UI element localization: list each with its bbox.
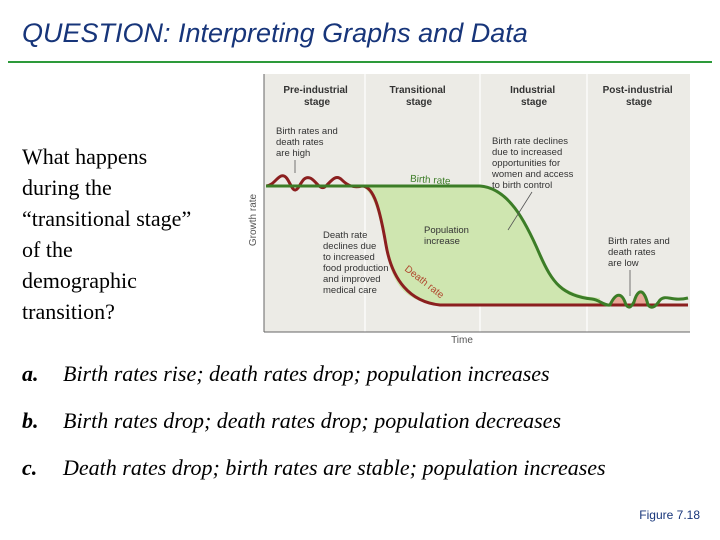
population-increase-area bbox=[360, 186, 600, 305]
note-pre-industrial: Birth rates and death rates are high bbox=[276, 126, 340, 159]
birth-rate-curve bbox=[266, 184, 689, 309]
answer-letter: b. bbox=[22, 408, 39, 433]
answer-c[interactable]: c. Death rates drop; birth rates are sta… bbox=[22, 452, 642, 484]
note-post-industrial: Birth rates and death rates are low bbox=[608, 236, 672, 269]
demographic-transition-figure: Pre-industrial stage Transitional stage … bbox=[248, 74, 690, 346]
answer-b[interactable]: b. Birth rates drop; death rates drop; p… bbox=[22, 405, 682, 437]
stage-header-transitional: Transitional stage bbox=[390, 85, 449, 108]
question-text: What happens during the “transitional st… bbox=[22, 144, 192, 324]
note-birth-decline: Birth rate declines due to increased opp… bbox=[491, 136, 576, 191]
answer-a[interactable]: a. Birth rates rise; death rates drop; p… bbox=[22, 358, 672, 390]
note-population-increase: Population increase bbox=[424, 225, 472, 247]
answer-text: Birth rates drop; death rates drop; popu… bbox=[63, 408, 562, 433]
note-death-decline: Death rate declines due to increased foo… bbox=[323, 230, 391, 296]
answer-letter: a. bbox=[22, 361, 39, 386]
x-axis-label: Time bbox=[451, 335, 473, 346]
title-divider bbox=[8, 61, 712, 63]
birth-rate-label: Birth rate bbox=[410, 174, 452, 188]
answer-letter: c. bbox=[22, 455, 38, 480]
stage-header-post-industrial: Post-industrial stage bbox=[603, 85, 676, 108]
stage-header-industrial: Industrial stage bbox=[510, 85, 558, 108]
slide-title: QUESTION: Interpreting Graphs and Data bbox=[22, 18, 528, 48]
y-axis-label: Growth rate bbox=[248, 193, 259, 246]
answer-text: Birth rates rise; death rates drop; popu… bbox=[63, 361, 550, 386]
stage-header-pre-industrial: Pre-industrial stage bbox=[283, 85, 350, 108]
death-rate-curve bbox=[265, 174, 688, 307]
figure-credit: Figure 7.18 bbox=[639, 508, 700, 522]
note-pointer bbox=[507, 191, 533, 231]
answer-text: Death rates drop; birth rates are stable… bbox=[63, 455, 606, 480]
